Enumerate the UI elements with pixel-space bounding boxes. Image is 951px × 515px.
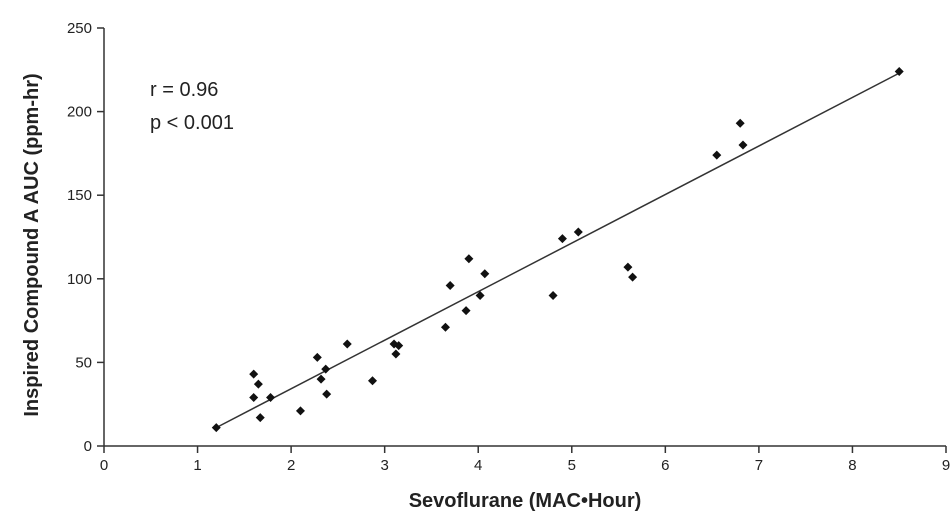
data-point xyxy=(738,140,748,150)
y-ticks: 0 50 100 150 200 250 xyxy=(67,20,104,455)
fit-line-group xyxy=(215,72,900,429)
data-point xyxy=(255,413,265,423)
y-tick-label: 50 xyxy=(75,354,92,371)
annotation-r-value: r = 0.96 xyxy=(150,79,218,101)
y-axis-title: Inspired Compound A AUC (ppm-hr) xyxy=(21,73,43,416)
data-point xyxy=(312,352,322,362)
data-point xyxy=(342,339,352,349)
x-tick-label: 7 xyxy=(755,457,763,474)
data-point xyxy=(266,393,276,403)
x-tick-label: 5 xyxy=(568,457,576,474)
data-point xyxy=(316,374,326,384)
data-point xyxy=(623,262,633,272)
x-axis-title: Sevoflurane (MAC•Hour) xyxy=(409,490,642,512)
data-point xyxy=(391,349,401,359)
annotation-p-value: p < 0.001 xyxy=(150,112,234,134)
data-point xyxy=(249,393,259,403)
x-ticks: 0 1 2 3 4 5 6 7 8 9 xyxy=(100,446,950,474)
x-tick-label: 8 xyxy=(848,457,856,474)
x-tick-label: 3 xyxy=(380,457,388,474)
y-tick-label: 250 xyxy=(67,20,92,37)
x-tick-label: 1 xyxy=(193,457,201,474)
x-tick-label: 2 xyxy=(287,457,295,474)
data-point xyxy=(368,376,378,386)
data-point xyxy=(464,254,474,264)
data-point xyxy=(461,306,471,316)
data-point xyxy=(394,341,404,351)
y-tick-label: 0 xyxy=(84,438,92,455)
data-point xyxy=(735,118,745,128)
data-point xyxy=(249,369,259,379)
data-point xyxy=(573,227,583,237)
data-point xyxy=(712,150,722,160)
data-point xyxy=(480,269,490,279)
data-point xyxy=(322,389,332,399)
x-tick-label: 9 xyxy=(942,457,950,474)
data-point xyxy=(894,66,904,76)
x-tick-label: 6 xyxy=(661,457,669,474)
x-tick-label: 0 xyxy=(100,457,108,474)
regression-line xyxy=(215,72,900,429)
data-point xyxy=(321,364,331,374)
y-tick-label: 200 xyxy=(67,104,92,121)
data-point xyxy=(475,291,485,301)
data-point xyxy=(445,280,455,290)
data-point xyxy=(548,291,558,301)
data-points xyxy=(211,66,904,433)
data-point xyxy=(253,379,263,389)
data-point xyxy=(440,322,450,332)
data-point xyxy=(557,234,567,244)
data-point xyxy=(295,406,305,416)
y-tick-label: 100 xyxy=(67,271,92,288)
y-tick-label: 150 xyxy=(67,187,92,204)
data-point xyxy=(211,423,221,433)
data-point xyxy=(628,272,638,282)
axes xyxy=(103,28,946,447)
x-tick-label: 4 xyxy=(474,457,482,474)
